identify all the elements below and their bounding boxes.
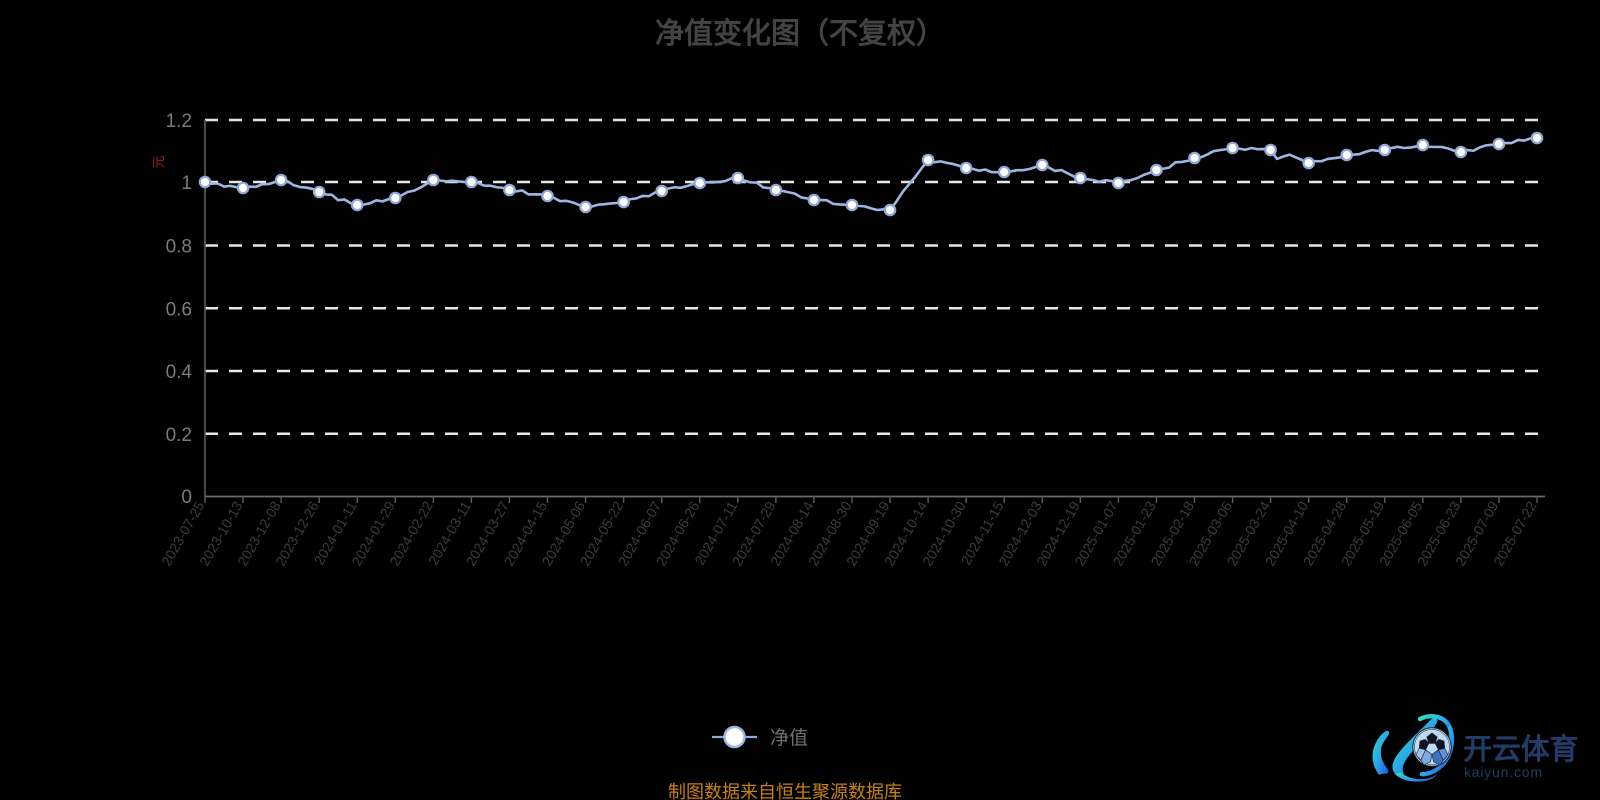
svg-text:0.8: 0.8 xyxy=(166,237,192,258)
svg-text:0.6: 0.6 xyxy=(166,299,192,320)
svg-text:开云体育: 开云体育 xyxy=(1463,733,1578,766)
svg-text:1.2: 1.2 xyxy=(166,111,192,132)
svg-text:0.2: 0.2 xyxy=(166,425,192,446)
svg-text:净值: 净值 xyxy=(770,727,808,749)
svg-text:1: 1 xyxy=(181,173,192,194)
svg-text:0.4: 0.4 xyxy=(166,362,193,383)
svg-text:kaiyun.com: kaiyun.com xyxy=(1464,764,1543,780)
svg-text:元: 元 xyxy=(151,155,166,168)
